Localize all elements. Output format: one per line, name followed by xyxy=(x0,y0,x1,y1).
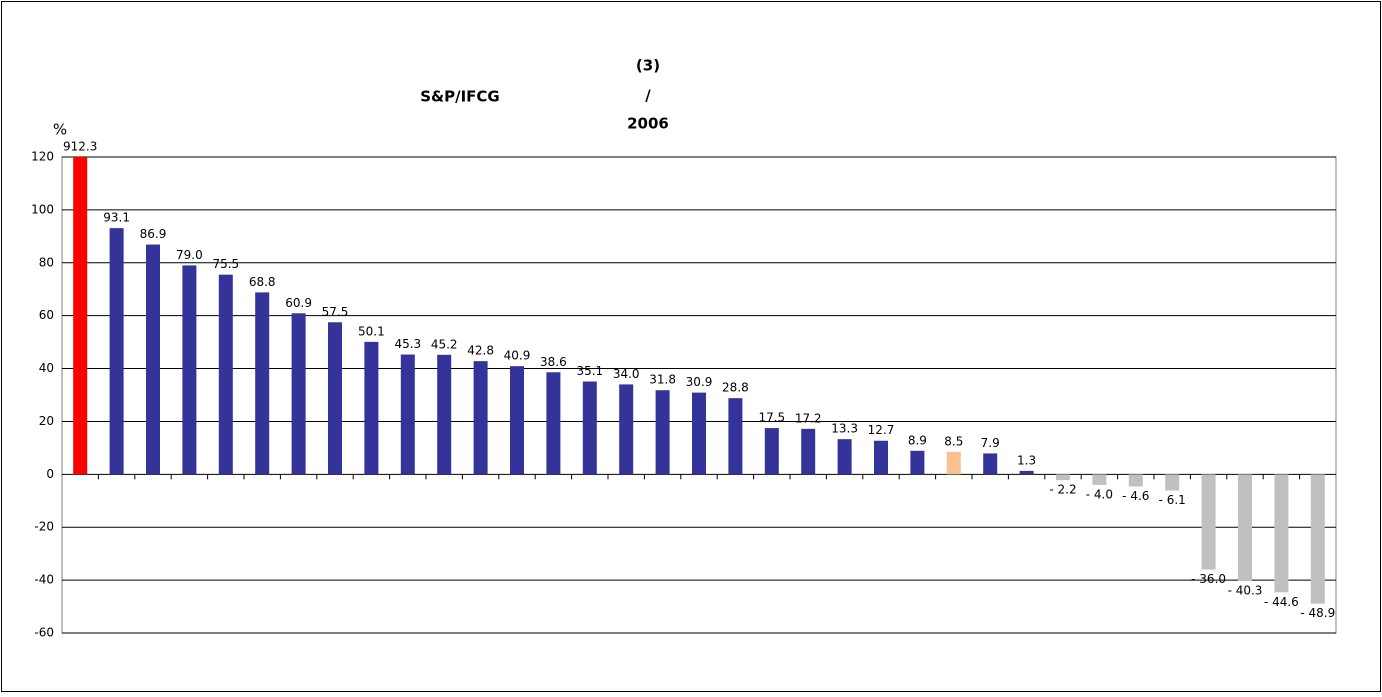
bar xyxy=(218,274,233,475)
bar xyxy=(946,451,961,475)
data-label: 34.0 xyxy=(613,367,640,381)
y-tick-label: 0 xyxy=(46,467,54,481)
bar xyxy=(1274,474,1289,593)
data-label: 8.5 xyxy=(944,434,963,448)
data-label: 31.8 xyxy=(649,373,676,387)
y-axis-label: % xyxy=(53,121,67,139)
bar xyxy=(1238,474,1252,581)
data-label: 17.2 xyxy=(795,411,822,425)
bar xyxy=(182,265,197,475)
data-label: - 36.0 xyxy=(1191,572,1226,586)
y-tick-label: 120 xyxy=(31,150,54,164)
bar xyxy=(1128,474,1143,487)
bar xyxy=(983,453,998,475)
bar xyxy=(510,366,524,475)
y-tick-label: 20 xyxy=(39,414,54,428)
chart-title: / xyxy=(645,87,651,105)
data-label: - 4.0 xyxy=(1086,487,1113,501)
data-label: 13.3 xyxy=(831,422,858,436)
bar xyxy=(146,244,160,475)
data-label: 35.1 xyxy=(576,364,603,378)
data-label: 45.2 xyxy=(431,337,458,351)
y-tick-label: -40 xyxy=(34,573,54,587)
data-label: 912.3 xyxy=(63,140,97,154)
bar xyxy=(1019,470,1034,475)
data-label: - 48.9 xyxy=(1300,606,1335,620)
data-label: 40.9 xyxy=(504,349,531,363)
bar xyxy=(291,313,306,475)
data-label: 45.3 xyxy=(394,337,421,351)
data-label: - 2.2 xyxy=(1049,483,1076,497)
bar xyxy=(582,381,597,475)
bar xyxy=(874,440,888,475)
bar xyxy=(728,398,743,475)
bar xyxy=(910,450,925,475)
bar xyxy=(619,384,634,475)
data-label: - 6.1 xyxy=(1159,493,1186,507)
data-label: 50.1 xyxy=(358,324,385,338)
y-tick-label: -60 xyxy=(34,626,54,640)
bar xyxy=(801,428,816,475)
bar xyxy=(255,292,270,475)
data-label: 38.6 xyxy=(540,355,567,369)
data-label: - 40.3 xyxy=(1228,583,1263,597)
y-tick-label: 80 xyxy=(39,255,54,269)
chart-title: (3) xyxy=(636,57,660,75)
data-label: 57.5 xyxy=(322,305,349,319)
chart-title: 2006 xyxy=(627,115,669,133)
data-label: 42.8 xyxy=(467,344,494,358)
data-label: - 44.6 xyxy=(1264,595,1299,609)
y-tick-label: -20 xyxy=(34,520,54,534)
bar xyxy=(328,322,342,475)
bar xyxy=(1201,474,1216,570)
data-label: 8.9 xyxy=(908,433,927,447)
bar xyxy=(655,390,670,475)
data-label: 60.9 xyxy=(285,296,312,310)
y-tick-label: 40 xyxy=(39,361,54,375)
bar xyxy=(109,228,124,475)
y-tick-label: 100 xyxy=(31,202,54,216)
bar xyxy=(1310,474,1325,604)
data-label: 12.7 xyxy=(868,423,895,437)
y-tick-label: 60 xyxy=(39,308,54,322)
data-label: 93.1 xyxy=(103,211,130,225)
data-label: 30.9 xyxy=(686,375,713,389)
data-label: 28.8 xyxy=(722,381,749,395)
bar xyxy=(473,361,488,475)
chart-title: S&P/IFCG xyxy=(420,88,500,106)
data-label: 7.9 xyxy=(981,436,1000,450)
bar xyxy=(764,428,779,475)
bar xyxy=(1056,474,1070,481)
bar xyxy=(546,372,561,475)
bar xyxy=(1092,474,1107,485)
bar xyxy=(400,354,415,475)
data-label: 79.0 xyxy=(176,248,203,262)
data-label: 1.3 xyxy=(1017,453,1036,467)
bar xyxy=(692,392,706,475)
data-label: 68.8 xyxy=(249,275,276,289)
bar xyxy=(837,439,852,475)
bar xyxy=(73,157,88,475)
data-label: - 4.6 xyxy=(1122,489,1149,503)
bar xyxy=(437,354,452,475)
data-label: 86.9 xyxy=(140,227,167,241)
bar xyxy=(364,341,379,475)
bar xyxy=(1165,474,1180,491)
data-label: 17.5 xyxy=(758,411,785,425)
data-label: 75.5 xyxy=(212,257,239,271)
